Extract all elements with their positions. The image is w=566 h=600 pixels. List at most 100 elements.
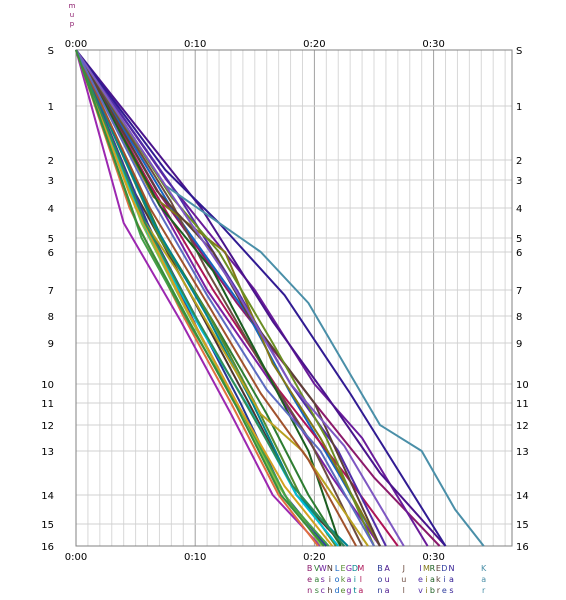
axes: 0:000:000:100:100:200:200:300:30S S1 12 23 3…: [41, 39, 528, 563]
series-line-20: [75, 49, 322, 547]
legend-entry-2: c: [321, 586, 325, 595]
legend-entry-17: N: [448, 564, 454, 573]
stop-label-left: S: [48, 46, 54, 57]
stop-label-left: 9: [48, 339, 54, 350]
legend-entry-8: l: [360, 575, 362, 584]
stop-label-right: 4: [516, 204, 522, 215]
stop-label-right: 5: [516, 234, 522, 245]
legend-entry-6: g: [346, 586, 351, 595]
legend-entry-12: I: [419, 564, 421, 573]
x-tick-label-top: 0:20: [303, 39, 325, 50]
legend-entry-1: s: [315, 586, 319, 595]
legend-entry-16: e: [442, 586, 447, 595]
stop-label-right: 7: [516, 286, 522, 297]
series-line-21: [75, 49, 319, 547]
legend-entry-6: a: [347, 575, 352, 584]
legend-entry-10: A: [384, 564, 390, 573]
series-line-18: [75, 49, 485, 547]
legend-entry-3: N: [327, 564, 333, 573]
stop-label-left: 10: [41, 380, 54, 391]
legend-entry-5: k: [341, 575, 346, 584]
series-line-27: [75, 49, 405, 547]
legend-entry-3: i: [329, 575, 331, 584]
stop-label-right: 14: [516, 491, 529, 502]
stop-label-right: 13: [516, 447, 529, 458]
legend-entry-9: o: [378, 575, 383, 584]
plot-border: [75, 49, 513, 547]
legend-entry-4: o: [335, 575, 340, 584]
stop-label-right: 10: [516, 380, 529, 391]
legend-entry-2: s: [321, 575, 325, 584]
stop-label-left: 15: [41, 520, 54, 531]
legend-entry-14: b: [430, 586, 435, 595]
legend-entry-13: i: [425, 575, 427, 584]
x-tick-label-top: 0:00: [65, 39, 87, 50]
stop-label-left: 5: [48, 234, 54, 245]
stop-label-right: 15: [516, 520, 529, 531]
legend-entry-8: M: [357, 564, 364, 573]
stop-label-left: 1: [48, 102, 54, 113]
series-line-1: [75, 49, 342, 547]
legend-entry-0: n: [307, 586, 312, 595]
legend-entry-18: a: [481, 575, 486, 584]
title-char: p: [70, 20, 75, 28]
legend-entry-0: e: [307, 575, 312, 584]
legend-entry-16: D: [441, 564, 447, 573]
legend-entry-13: i: [425, 586, 427, 595]
x-tick-label-bottom: 0:10: [184, 552, 206, 563]
legend-entry-5: E: [340, 564, 345, 573]
legend-entry-1: V: [314, 564, 320, 573]
x-tick-label-top: 0:10: [184, 39, 206, 50]
stop-label-left: 14: [41, 491, 54, 502]
stop-label-left: 3: [48, 176, 54, 187]
legend-entry-10: a: [385, 586, 390, 595]
series-line-25: [75, 49, 334, 547]
stop-label-right: 2: [516, 156, 522, 167]
legend: BenVasWscNihLodEkeGagDitMlaBonAuaJulIevM…: [307, 564, 487, 595]
legend-entry-3: h: [327, 586, 332, 595]
legend-entry-15: r: [437, 586, 441, 595]
x-tick-label-bottom: 0:00: [65, 552, 87, 563]
legend-entry-15: k: [436, 575, 441, 584]
stop-label-left: 11: [41, 399, 54, 410]
legend-entry-12: e: [418, 575, 423, 584]
stop-label-left: 16: [41, 542, 54, 553]
legend-entry-9: n: [377, 586, 382, 595]
legend-entry-17: a: [449, 575, 454, 584]
stop-label-right: 3: [516, 176, 522, 187]
x-tick-label-bottom: 0:20: [303, 552, 325, 563]
stop-label-left: 8: [48, 312, 54, 323]
stop-label-left: 12: [41, 421, 54, 432]
series-line-10: [75, 49, 447, 547]
legend-entry-14: a: [430, 575, 435, 584]
legend-entry-17: s: [449, 586, 453, 595]
x-tick-label-bottom: 0:30: [422, 552, 444, 563]
legend-entry-18: K: [481, 564, 487, 573]
stop-label-right: 11: [516, 399, 529, 410]
legend-entry-8: a: [358, 586, 363, 595]
legend-entry-14: R: [430, 564, 436, 573]
series-line-11: [75, 49, 363, 547]
legend-entry-2: W: [319, 564, 327, 573]
title-char: u: [70, 11, 74, 19]
series-line-28: [75, 49, 345, 547]
legend-entry-7: t: [353, 586, 356, 595]
legend-entry-0: B: [307, 564, 313, 573]
stop-label-left: 2: [48, 156, 54, 167]
legend-entry-7: i: [354, 575, 356, 584]
stop-label-right: 6: [516, 248, 522, 259]
series-line-30: [75, 49, 375, 547]
stop-label-right: 9: [516, 339, 522, 350]
title: mup: [69, 2, 76, 28]
series-lines: [75, 49, 485, 547]
legend-entry-1: a: [314, 575, 319, 584]
x-tick-label-top: 0:30: [422, 39, 444, 50]
legend-entry-10: u: [385, 575, 390, 584]
legend-entry-4: L: [335, 564, 340, 573]
stop-label-right: 12: [516, 421, 529, 432]
series-line-29: [75, 49, 357, 547]
legend-entry-4: d: [335, 586, 340, 595]
legend-entry-12: v: [418, 586, 423, 595]
grid: [75, 49, 513, 547]
